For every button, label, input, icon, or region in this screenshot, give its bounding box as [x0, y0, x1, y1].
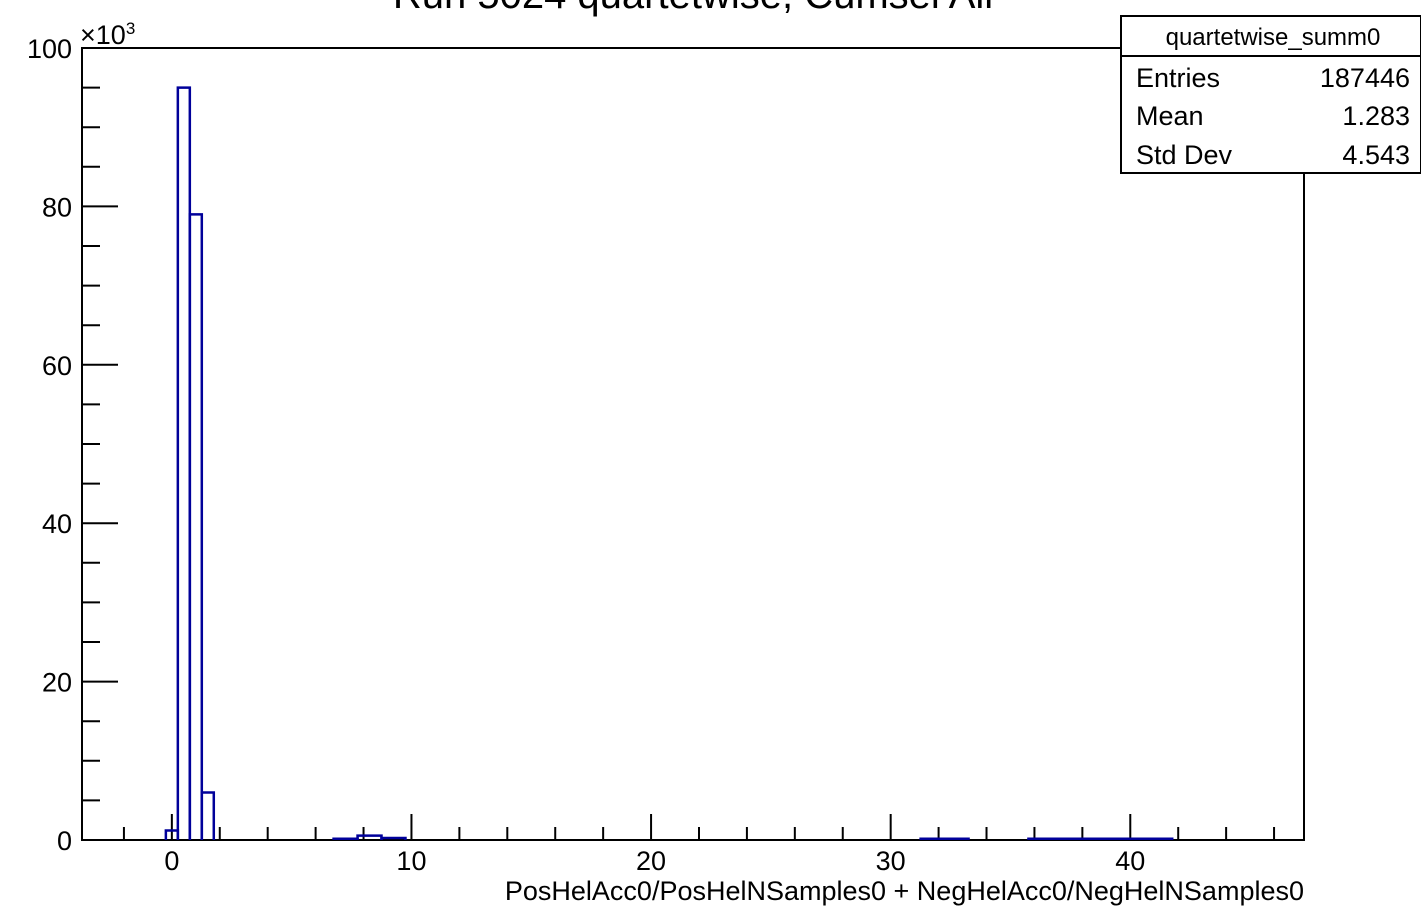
y-axis: 0 20 40 60 80 100	[27, 34, 118, 856]
x-tick-label: 30	[876, 846, 906, 876]
histogram-bin	[380, 836, 407, 840]
histogram-bin	[188, 213, 204, 840]
y-tick-label: 40	[42, 509, 72, 539]
histogram-bin	[200, 791, 216, 840]
histogram-bin	[919, 837, 970, 841]
y-tick-label: 0	[57, 826, 72, 856]
y-tick-label: 20	[42, 668, 72, 698]
y-tick-label: 60	[42, 351, 72, 381]
y-exponent-power: 3	[126, 19, 135, 38]
stats-stddev-label: Std Dev	[1136, 140, 1233, 170]
y-exponent-label: ×103	[80, 19, 135, 50]
x-tick-label: 20	[636, 846, 666, 876]
stats-name: quartetwise_summ0	[1166, 24, 1381, 51]
x-tick-label: 0	[164, 846, 179, 876]
x-tick-label: 10	[396, 846, 426, 876]
stats-box-frame	[1120, 15, 1421, 174]
y-tick-label: 80	[42, 192, 72, 222]
histogram-bin	[332, 837, 359, 841]
y-tick-label: 100	[27, 34, 72, 64]
x-axis: 0 10 20 30 40	[122, 814, 1276, 876]
x-axis-title: PosHelAcc0/PosHelNSamples0 + NegHelAcc0/…	[505, 876, 1304, 906]
chart-title: Run 5024 quartetwise, Cumsel All	[393, 0, 993, 17]
histogram-bin	[1027, 837, 1174, 841]
x-tick-label: 40	[1115, 846, 1145, 876]
stats-stddev-value: 4.543	[1342, 140, 1410, 170]
stats-box: quartetwise_summ0 Entries 187446 Mean 1.…	[1120, 15, 1421, 174]
stats-entries-value: 187446	[1320, 63, 1410, 93]
stats-mean-value: 1.283	[1342, 101, 1410, 131]
stats-entries-label: Entries	[1136, 63, 1220, 93]
histogram-bin	[176, 86, 192, 840]
histogram-bins	[164, 86, 1174, 841]
stats-mean-label: Mean	[1136, 101, 1204, 131]
y-exponent-base: ×10	[80, 20, 126, 50]
